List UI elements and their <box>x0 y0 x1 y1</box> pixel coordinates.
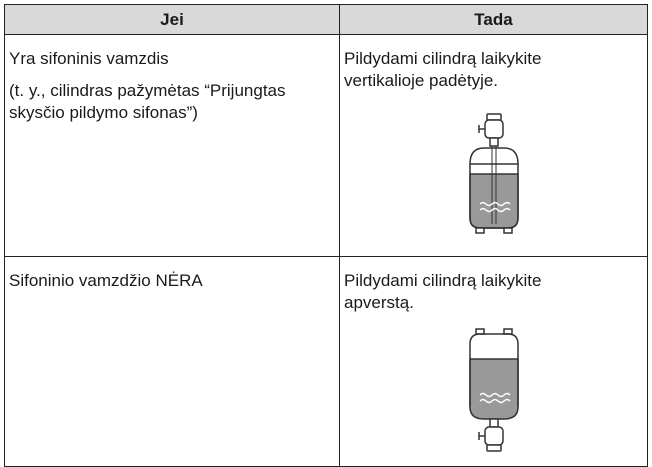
cell: Sifoninio vamzdžio NĖRA <box>4 256 340 467</box>
cell: Pildydami cilindrą laikykite apverstą. <box>339 256 648 467</box>
cell: Pildydami cilindrą laikykite vertikalioj… <box>339 34 648 257</box>
page: Jei Tada Yra sifoninis vamzdis (t. y., c… <box>4 4 648 467</box>
cell-text: (t. y., cilindras pažymėtas “Prijungtas … <box>9 81 286 122</box>
cell: Yra sifoninis vamzdis (t. y., cilindras … <box>4 34 340 257</box>
row: Yra sifoninis vamzdis (t. y., cilindras … <box>4 34 648 257</box>
row: Sifoninio vamzdžio NĖRA Pildydami cilind… <box>4 256 648 467</box>
cylinder-inverted-icon <box>469 328 519 452</box>
header-row: Jei Tada <box>4 4 648 35</box>
header-cell: Tada <box>339 4 648 35</box>
header-cell: Jei <box>4 4 340 35</box>
cell-text: Sifoninio vamzdžio NĖRA <box>9 271 203 290</box>
cylinder-upright-icon <box>469 113 519 234</box>
cell-text: Pildydami cilindrą laikykite apverstą. <box>344 271 542 312</box>
table: Jei Tada Yra sifoninis vamzdis (t. y., c… <box>4 4 648 467</box>
cell-text: Yra sifoninis vamzdis <box>9 49 169 68</box>
cell-text: Pildydami cilindrą laikykite vertikalioj… <box>344 49 542 90</box>
